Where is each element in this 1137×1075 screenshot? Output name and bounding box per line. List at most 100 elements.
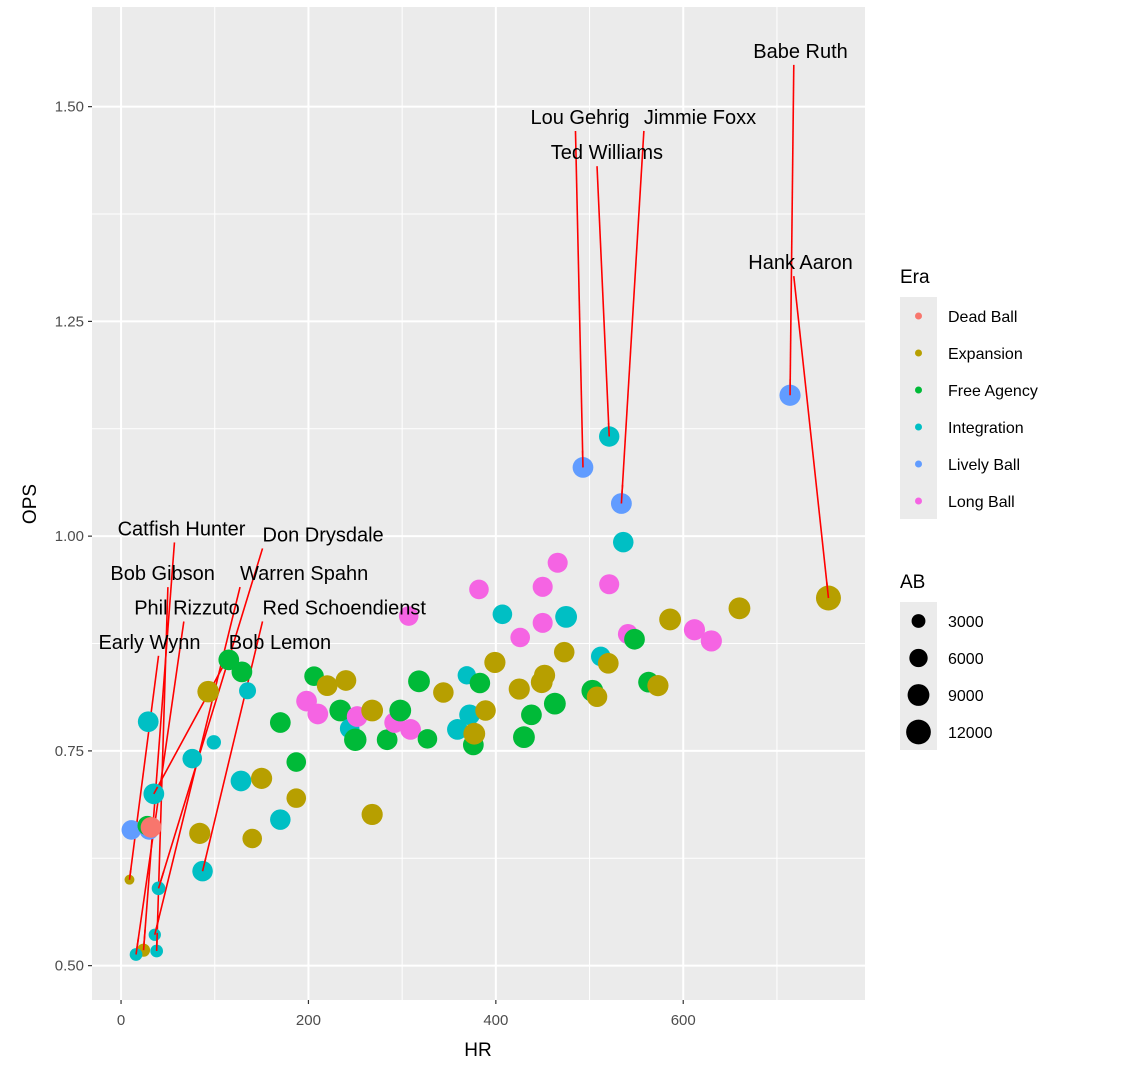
label-segment-end bbox=[153, 786, 159, 795]
y-tick-label: 1.50 bbox=[55, 99, 84, 116]
label-segment-end bbox=[157, 871, 165, 889]
point-label: Don Drysdale bbox=[263, 524, 384, 546]
data-point bbox=[286, 788, 307, 808]
label-segment bbox=[574, 130, 584, 468]
label-segment-end bbox=[128, 868, 132, 880]
point-label: Phil Rizzuto bbox=[134, 597, 240, 619]
data-point bbox=[408, 670, 430, 693]
y-axis: 0.50 0.75 1.00 1.25 1.50 bbox=[55, 99, 92, 975]
legend-ab-key bbox=[911, 614, 926, 628]
label-segment-end bbox=[155, 932, 159, 952]
data-point bbox=[469, 579, 489, 600]
data-point bbox=[647, 675, 669, 697]
label-segment bbox=[157, 548, 264, 889]
legend-era-label: Dead Ball bbox=[948, 309, 1017, 326]
data-point bbox=[492, 604, 513, 625]
x-axis: 0 200 400 600 bbox=[117, 1000, 696, 1029]
data-point bbox=[269, 712, 291, 733]
data-point bbox=[197, 680, 219, 703]
data-point bbox=[270, 809, 291, 830]
label-segment bbox=[792, 276, 830, 599]
legend-ab-label: 3000 bbox=[948, 614, 984, 631]
data-point bbox=[400, 719, 421, 740]
data-point bbox=[329, 699, 352, 722]
legend-era-key bbox=[915, 386, 922, 394]
data-point bbox=[251, 767, 273, 789]
data-point bbox=[728, 597, 751, 620]
data-point bbox=[231, 661, 253, 683]
point-label: Warren Spahn bbox=[240, 563, 368, 585]
label-segment bbox=[596, 166, 611, 437]
legend-era-key bbox=[915, 497, 922, 505]
point-label: Red Schoendienst bbox=[263, 597, 427, 619]
data-point bbox=[148, 928, 161, 941]
data-point bbox=[121, 820, 142, 840]
data-point bbox=[597, 652, 619, 674]
data-point bbox=[543, 692, 566, 715]
data-point bbox=[140, 816, 162, 838]
point-label: Bob Lemon bbox=[229, 632, 331, 654]
data-point bbox=[389, 699, 412, 722]
legend-era-label: Integration bbox=[948, 420, 1024, 437]
data-point bbox=[463, 722, 486, 745]
data-point bbox=[218, 649, 240, 671]
label-segment-end bbox=[607, 422, 611, 437]
data-point bbox=[586, 686, 608, 708]
label-segment bbox=[128, 655, 160, 880]
legend-ab-label: 9000 bbox=[948, 688, 984, 705]
data-point bbox=[242, 828, 263, 849]
point-label: Bob Gibson bbox=[110, 563, 215, 585]
legend-era-key bbox=[915, 460, 922, 468]
data-point bbox=[469, 672, 491, 694]
label-segment-end bbox=[201, 858, 207, 872]
legend-ab-label: 12000 bbox=[948, 725, 993, 742]
label-segment-end bbox=[153, 917, 160, 935]
legend-era-keys-background bbox=[900, 297, 937, 519]
data-point bbox=[532, 612, 553, 633]
data-point bbox=[510, 627, 530, 648]
point-label: Ted Williams bbox=[551, 142, 663, 164]
y-tick-label: 0.50 bbox=[55, 958, 84, 975]
x-axis-title: HR bbox=[464, 1040, 491, 1061]
legend-ab-key bbox=[907, 684, 930, 706]
legend-era-key bbox=[915, 312, 922, 320]
data-point bbox=[533, 664, 556, 686]
data-point bbox=[624, 628, 645, 650]
data-point bbox=[182, 748, 203, 769]
data-point bbox=[555, 605, 578, 628]
legend-ab-key bbox=[906, 719, 931, 745]
data-point bbox=[599, 574, 620, 595]
legend-ab-key bbox=[909, 648, 928, 668]
data-point bbox=[361, 803, 383, 826]
point-label: Lou Gehrig bbox=[531, 107, 630, 129]
data-point bbox=[447, 719, 468, 740]
data-point bbox=[475, 700, 496, 721]
point-label: Catfish Hunter bbox=[118, 518, 246, 540]
legend-ab-label: 6000 bbox=[948, 651, 984, 668]
label-segment bbox=[153, 655, 230, 795]
y-tick-label: 0.75 bbox=[55, 743, 84, 760]
data-point bbox=[344, 728, 367, 751]
point-label: Babe Ruth bbox=[753, 41, 848, 63]
legend-era-label: Expansion bbox=[948, 346, 1023, 363]
y-axis-title: OPS bbox=[20, 484, 41, 524]
label-segments bbox=[128, 64, 830, 955]
legend-era-label: Long Ball bbox=[948, 494, 1015, 511]
label-segment-end bbox=[142, 929, 146, 951]
label-segment-end bbox=[825, 581, 830, 599]
label-segment bbox=[620, 130, 645, 504]
legend-era-title: Era bbox=[900, 267, 930, 288]
data-point bbox=[239, 682, 257, 700]
data-point bbox=[433, 682, 454, 703]
data-point bbox=[532, 576, 553, 597]
grid-minor bbox=[92, 7, 865, 1000]
legend-era-key bbox=[915, 349, 922, 357]
data-point bbox=[206, 735, 222, 750]
data-point bbox=[553, 641, 575, 663]
data-point bbox=[335, 670, 357, 691]
point-label: Jimmie Foxx bbox=[644, 107, 756, 129]
data-point bbox=[361, 699, 384, 722]
data-point bbox=[547, 552, 568, 573]
y-tick-label: 1.00 bbox=[55, 528, 84, 545]
